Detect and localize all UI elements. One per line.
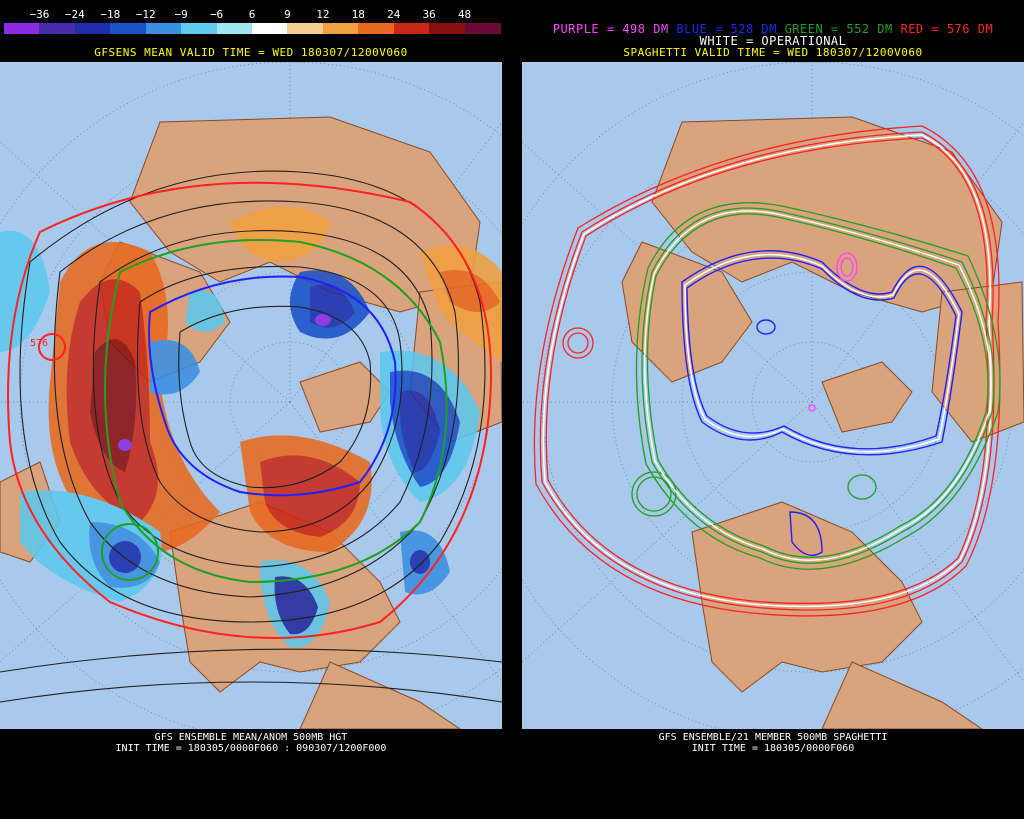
legend-purple: PURPLE = 498 DM [552, 22, 669, 36]
colorbar-label: −12 [135, 8, 156, 21]
colorbar-swatch [145, 23, 182, 34]
left-map-svg [0, 62, 502, 729]
left-panel-ensemble-mean: −36 −24 −18 −12 −9 −6 6 9 12 18 24 36 48 GFSENS MEAN… [0, 0, 502, 819]
colorbar-label: 6 [248, 8, 256, 21]
colorbar-label: −24 [64, 8, 85, 21]
legend-white: WHITE = OPERATIONAL [699, 34, 847, 48]
colorbar-label: 9 [284, 8, 291, 21]
colorbar-swatch [4, 23, 40, 34]
spaghetti-legend: PURPLE = 498 DM BLUE = 528 DM GREEN = 55… [522, 22, 1024, 36]
colorbar-label: 18 [351, 8, 365, 21]
colorbar-label: −36 [29, 8, 50, 21]
colorbar-swatch [252, 23, 288, 34]
colorbar-swatch [464, 23, 501, 34]
right-panel-spaghetti: PURPLE = 498 DM BLUE = 528 DM GREEN = 55… [522, 0, 1024, 819]
colorbar-label: 12 [316, 8, 330, 21]
left-valid-time: GFSENS MEAN VALID TIME = WED 180307/1200… [94, 46, 408, 59]
colorbar-label: 48 [457, 8, 472, 21]
left-footer-title: GFS ENSEMBLE MEAN/ANOM 500MB HGT [154, 732, 348, 743]
colorbar-swatch [74, 23, 111, 34]
colorbar-label: −9 [174, 8, 188, 21]
colorbar-swatch [287, 23, 324, 34]
colorbar-swatch [181, 23, 218, 34]
colorbar-label: −18 [100, 8, 121, 21]
left-map-ensemble-mean: 576 [0, 62, 502, 729]
right-map-spaghetti [522, 62, 1024, 729]
legend-red: RED = 576 DM [900, 22, 994, 36]
right-footer-init: INIT TIME = 180305/0000F060 [691, 743, 855, 754]
colorbar-swatch [429, 23, 466, 34]
colorbar-label: 36 [422, 8, 436, 21]
colorbar-swatch [216, 23, 253, 34]
colorbar-swatch [110, 23, 147, 34]
legend-blue: BLUE = 528 DM [676, 22, 777, 36]
right-footer-title: GFS ENSEMBLE/21 MEMBER 500MB SPAGHETTI [658, 732, 888, 743]
right-valid-time: SPAGHETTI VALID TIME = WED 180307/1200V0… [623, 46, 923, 59]
colorbar-swatch [39, 23, 76, 34]
colorbar-swatch [358, 23, 395, 34]
left-footer-init: INIT TIME = 180305/0000F060 : 090307/120… [115, 743, 387, 754]
right-map-svg [522, 62, 1024, 729]
colorbar-label: −6 [209, 8, 224, 21]
panel-divider [502, 0, 522, 819]
legend-green: GREEN = 552 DM [784, 22, 893, 36]
colorbar-swatch [322, 23, 359, 34]
left-contour-label: 576 [30, 338, 49, 349]
colorbar-label: 24 [387, 8, 401, 21]
colorbar-swatch [393, 23, 430, 34]
